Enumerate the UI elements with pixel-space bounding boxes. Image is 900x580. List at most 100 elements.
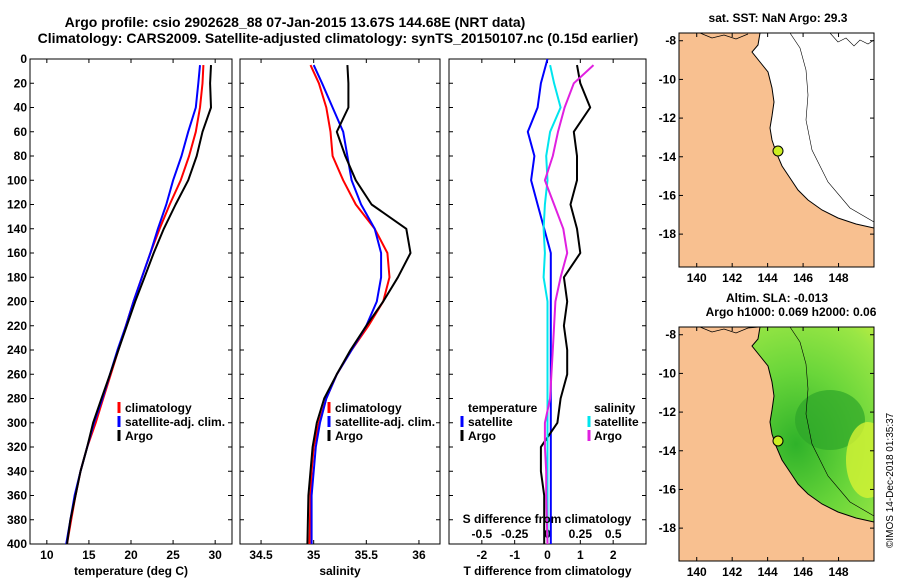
depth-tick-label: 300 [7,416,27,430]
sla-lat-label: -10 [659,366,677,380]
sla-map-subtitle: Argo h1000: 0.069 h2000: 0.06 [706,305,877,319]
sla-lat-label: -8 [665,328,676,342]
imos-credit: ©IMOS 14-Dec-2018 01:35:37 [885,412,896,548]
difference-xtick-label: 0 [544,548,551,562]
difference-xlabel: T difference from climatology [463,564,631,578]
depth-tick-label: 320 [7,440,27,454]
salinity-xlabel: salinity [319,564,361,578]
depth-tick-label: 40 [14,101,28,115]
legend-title-salinity: salinity [594,401,636,415]
salinity-series-argo [306,65,412,545]
sla-argo-marker [772,435,784,447]
sla-lon-label: 142 [722,565,742,579]
temperature-xtick-label: 10 [40,548,54,562]
salinity-legend: climatology satellite-adj. clim. Argo [327,401,435,443]
sla-lon-label: 144 [758,565,778,579]
depth-tick-label: 340 [7,464,27,478]
salinity-profile-panel: 34.5 35 35.5 36 salinity [239,58,441,578]
salinity-series-climatology [308,64,391,545]
sla-high-patch [846,422,874,498]
sst-lat-label: -8 [665,34,676,48]
legend-label-s-argo: Argo [594,429,622,443]
sla-lon-label: 146 [793,565,813,579]
depth-tick-label: 380 [7,513,27,527]
salinity-xtick-label: 35 [307,548,321,562]
sla-map-frame [678,326,875,562]
legend-label-argo: Argo [125,429,153,443]
legend-label-climatology: climatology [335,401,402,415]
sla-map-title: Altim. SLA: -0.013 [726,291,828,305]
depth-tick-label: 0 [20,52,27,66]
temperature-xtick-label: 30 [208,548,222,562]
sst-map-ticks: 140 142 144 146 148 -8 -10 -12 -14 -16 -18 [659,33,874,285]
sla-lat-label: -14 [659,444,677,458]
secondary-xtick-label: 0.5 [605,527,622,541]
salinity-plot-frame [239,58,441,545]
depth-tick-label: 360 [7,489,27,503]
sla-map-ticks: 140 142 144 146 148 -8 -10 -12 -14 -16 -18 [659,327,874,579]
sst-lat-label: -12 [659,111,677,125]
temperature-profile-panel: 0 20 40 60 80 100 120 140 160 180 200 220 240 260 280 3… [7,52,233,578]
sst-lon-label: 144 [758,271,778,285]
depth-tick-label: 140 [7,222,27,236]
depth-tick-label: 20 [14,76,28,90]
depth-tick-label: 80 [14,149,28,163]
temperature-xlabel: temperature (deg C) [74,564,188,578]
png-coastline [829,33,874,47]
depth-tick-label: 60 [14,125,28,139]
sla-map: Altim. SLA: -0.013 Argo h1000: 0.069 h20… [659,291,877,579]
sst-lon-label: 140 [687,271,707,285]
gulf-coastline [679,327,761,334]
secondary-xtick-label: -0.5 [471,527,492,541]
sst-lon-label: 142 [722,271,742,285]
gulf-coastline [699,33,749,40]
depth-tick-label: 160 [7,246,27,260]
sst-lon-label: 148 [829,271,849,285]
depth-tick-label: 240 [7,343,27,357]
depth-tick-label: 120 [7,198,27,212]
difference-series-s-argo [543,64,595,545]
difference-xtick-label: 1 [577,548,584,562]
difference-profile-panel: -2 -1 0 1 2-0.5 -0.25 0 0.25 0.5T difference fro… [448,58,647,578]
legend-label-t-argo: Argo [468,429,496,443]
sla-lat-label: -18 [659,521,677,535]
depth-tick-label: 400 [7,537,27,551]
depth-tick-label: 260 [7,367,27,381]
difference-legend: temperature satellite Argo salinity sate… [460,401,639,526]
salinity-series-satellite-adj-clim [310,64,383,544]
salinity-xtick-label: 36 [412,548,426,562]
legend-title-temperature: temperature [468,401,538,415]
sst-lat-label: -10 [659,72,677,86]
sst-map-frame [678,32,875,268]
sst-argo-marker [772,145,784,157]
temperature-xtick-label: 15 [82,548,96,562]
shelf-contour [789,33,874,223]
sst-map-title: sat. SST: NaN Argo: 29.3 [709,11,848,25]
legend-label-s-satellite: satellite [594,415,639,429]
title-line1: Argo profile: csio 2902628_88 07-Jan-201… [65,14,526,30]
temperature-series-argo [66,65,212,545]
secondary-axis-label: S difference from climatology [463,512,632,526]
legend-label-t-satellite: satellite [468,415,513,429]
legend-label-climatology: climatology [125,401,192,415]
salinity-xtick-label: 35.5 [355,548,379,562]
sla-lat-label: -16 [659,482,677,496]
sst-lat-label: -14 [659,150,677,164]
temperature-legend: climatology satellite-adj. clim. Argo [117,401,225,443]
difference-xtick-label: -2 [476,548,487,562]
temperature-xtick-label: 25 [166,548,180,562]
secondary-xtick-label: 0.25 [569,527,593,541]
sst-lat-label: -16 [659,188,677,202]
title-line2: Climatology: CARS2009. Satellite-adjuste… [38,30,639,46]
legend-label-satellite: satellite-adj. clim. [125,415,225,429]
depth-tick-label: 200 [7,295,27,309]
difference-xtick-label: 2 [610,548,617,562]
depth-tick-label: 180 [7,270,27,284]
sla-low-patch [795,390,865,450]
sla-lat-label: -12 [659,405,677,419]
legend-label-satellite: satellite-adj. clim. [335,415,435,429]
sla-lon-label: 140 [687,565,707,579]
sst-map: sat. SST: NaN Argo: 29.3 140 142 144 146 148… [659,11,875,285]
difference-series-s-satellite [542,64,562,544]
